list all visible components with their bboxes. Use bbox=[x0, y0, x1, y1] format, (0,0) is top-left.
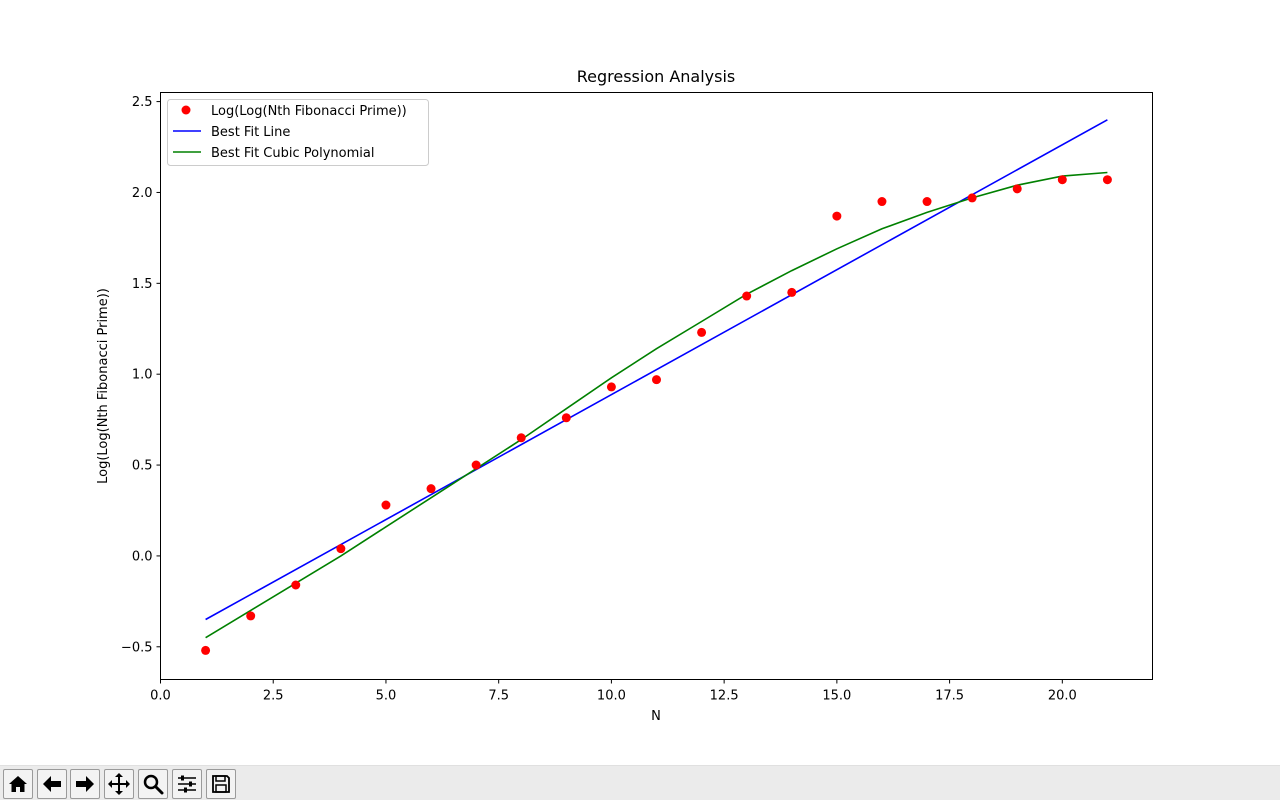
x-tick-label: 20.0 bbox=[1048, 689, 1077, 704]
y-tick-label: 1.0 bbox=[132, 368, 153, 383]
data-point bbox=[1057, 175, 1067, 185]
save-button[interactable] bbox=[206, 769, 236, 799]
data-point bbox=[1102, 175, 1112, 185]
navigation-toolbar bbox=[0, 765, 1280, 800]
x-tick-label: 17.5 bbox=[935, 689, 964, 704]
configure-subplots-button[interactable] bbox=[172, 769, 202, 799]
data-point bbox=[201, 645, 211, 655]
move-icon bbox=[108, 773, 130, 795]
y-tick-label: 1.5 bbox=[132, 277, 153, 292]
data-point bbox=[922, 197, 932, 207]
x-tick-label: 15.0 bbox=[822, 689, 851, 704]
zoom-button[interactable] bbox=[138, 769, 168, 799]
chart-title: Regression Analysis bbox=[577, 67, 736, 86]
sliders-icon bbox=[178, 775, 196, 793]
y-axis-title: Log(Log(Nth Fibonacci Prime)) bbox=[96, 288, 111, 484]
legend-label-line: Best Fit Line bbox=[211, 125, 290, 140]
data-point bbox=[336, 544, 346, 554]
home-icon bbox=[9, 776, 27, 792]
data-point bbox=[967, 193, 977, 203]
data-point bbox=[1012, 184, 1022, 194]
axes-frame bbox=[160, 92, 1153, 680]
series-line-2 bbox=[205, 171, 1108, 639]
legend-marker-scatter bbox=[181, 105, 191, 115]
x-tick-label: 12.5 bbox=[710, 689, 739, 704]
y-tick-label: −0.5 bbox=[121, 640, 153, 655]
floppy-disk-icon bbox=[212, 775, 230, 793]
data-point bbox=[652, 375, 661, 385]
data-point bbox=[877, 197, 887, 207]
magnifier-icon bbox=[143, 774, 164, 795]
data-point bbox=[246, 611, 256, 621]
arrow-left-icon bbox=[43, 776, 61, 792]
data-point bbox=[516, 433, 526, 443]
legend: Log(Log(Nth Fibonacci Prime)) Best Fit L… bbox=[167, 99, 429, 166]
x-tick-label: 7.5 bbox=[488, 689, 509, 704]
home-button[interactable] bbox=[3, 769, 33, 799]
x-tick-label: 10.0 bbox=[597, 689, 626, 704]
back-button[interactable] bbox=[37, 769, 67, 799]
forward-button[interactable] bbox=[70, 769, 100, 799]
x-tick-label: 2.5 bbox=[263, 689, 284, 704]
y-tick-label: 2.5 bbox=[132, 95, 153, 110]
legend-label-scatter: Log(Log(Nth Fibonacci Prime)) bbox=[211, 104, 407, 119]
legend-label-cubic: Best Fit Cubic Polynomial bbox=[211, 146, 374, 161]
y-tick-label: 0.0 bbox=[132, 549, 153, 564]
figure: Regression Analysis N Log(Log(Nth Fibona… bbox=[96, 67, 1153, 724]
x-axis-title: N bbox=[651, 709, 661, 724]
plot-area: Regression Analysis N Log(Log(Nth Fibona… bbox=[96, 67, 1153, 724]
data-point bbox=[787, 287, 797, 297]
data-point bbox=[381, 500, 391, 510]
arrow-right-icon bbox=[76, 776, 94, 792]
data-point bbox=[832, 211, 842, 221]
data-point bbox=[606, 382, 616, 392]
data-point bbox=[426, 484, 436, 494]
points-layer bbox=[201, 175, 1112, 655]
lines-layer bbox=[205, 119, 1108, 639]
data-point bbox=[742, 291, 752, 301]
x-tick-label: 5.0 bbox=[376, 689, 397, 704]
data-point bbox=[471, 460, 481, 470]
x-tick-label: 0.0 bbox=[150, 689, 171, 704]
ticks-layer: 0.0 2.5 5.0 7.5 10.0 12.5 15.0 17.5 20.0 −0.5 0.0 0… bbox=[121, 95, 1077, 703]
y-tick-label: 0.5 bbox=[132, 459, 153, 474]
legend-box bbox=[167, 99, 429, 166]
data-point bbox=[697, 327, 707, 337]
data-point bbox=[561, 413, 571, 423]
y-tick-label: 2.0 bbox=[132, 186, 153, 201]
data-point bbox=[291, 580, 301, 590]
pan-button[interactable] bbox=[104, 769, 134, 799]
